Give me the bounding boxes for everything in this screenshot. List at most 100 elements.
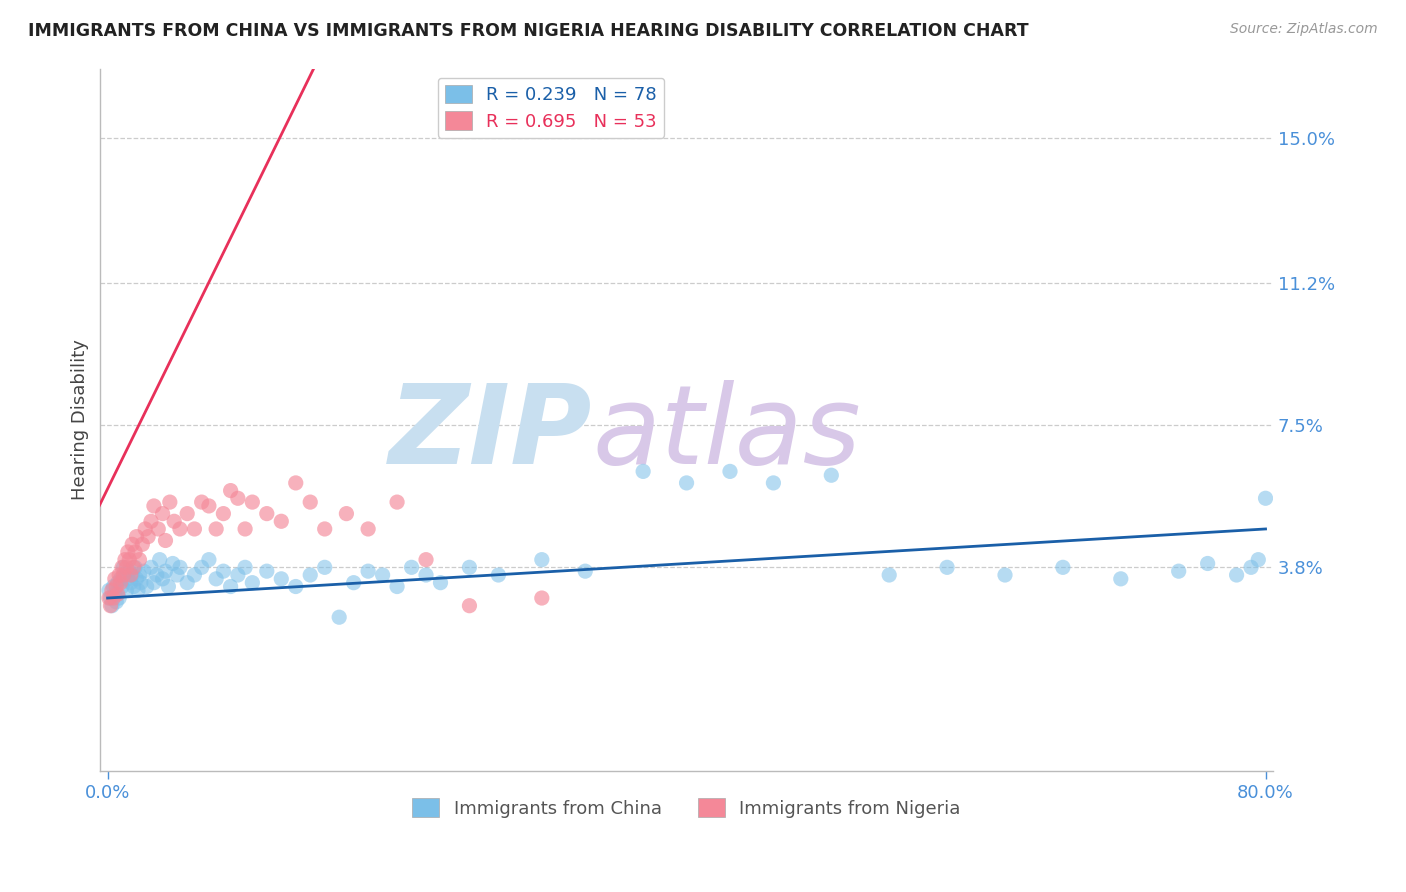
Point — [118, 564, 141, 578]
Point — [127, 583, 149, 598]
Text: ZIP: ZIP — [389, 380, 593, 487]
Point — [183, 568, 205, 582]
Point — [233, 522, 256, 536]
Point — [1254, 491, 1277, 506]
Point — [212, 564, 235, 578]
Point — [108, 568, 131, 582]
Point — [205, 572, 228, 586]
Point — [270, 572, 292, 586]
Point — [183, 522, 205, 536]
Point — [121, 537, 143, 551]
Point — [139, 514, 162, 528]
Point — [132, 564, 155, 578]
Point — [117, 572, 139, 586]
Point — [314, 560, 336, 574]
Point — [385, 580, 408, 594]
Point — [169, 560, 191, 574]
Point — [226, 568, 249, 582]
Point — [117, 545, 139, 559]
Point — [101, 583, 124, 598]
Point — [155, 564, 177, 578]
Point — [176, 507, 198, 521]
Point — [357, 522, 380, 536]
Point — [148, 522, 170, 536]
Point — [233, 560, 256, 574]
Point — [1052, 560, 1074, 574]
Point — [115, 560, 138, 574]
Point — [100, 599, 122, 613]
Point — [718, 464, 741, 478]
Point — [129, 575, 152, 590]
Point — [631, 464, 654, 478]
Point — [357, 564, 380, 578]
Point — [146, 568, 169, 582]
Point — [385, 495, 408, 509]
Point — [166, 568, 188, 582]
Point — [149, 552, 172, 566]
Point — [1109, 572, 1132, 586]
Point — [190, 495, 212, 509]
Point — [1197, 557, 1219, 571]
Point — [169, 522, 191, 536]
Point — [574, 564, 596, 578]
Point — [284, 475, 307, 490]
Point — [240, 495, 263, 509]
Point — [401, 560, 423, 574]
Point — [1226, 568, 1249, 582]
Y-axis label: Hearing Disability: Hearing Disability — [72, 339, 89, 500]
Point — [415, 552, 437, 566]
Point — [136, 530, 159, 544]
Point — [335, 507, 357, 521]
Point — [675, 475, 697, 490]
Point — [530, 552, 553, 566]
Point — [124, 545, 146, 559]
Point — [118, 552, 141, 566]
Point — [122, 560, 145, 574]
Point — [371, 568, 394, 582]
Point — [256, 507, 278, 521]
Point — [157, 580, 180, 594]
Point — [429, 575, 451, 590]
Point — [105, 580, 128, 594]
Point — [107, 575, 129, 590]
Point — [198, 499, 221, 513]
Point — [134, 522, 156, 536]
Point — [142, 499, 165, 513]
Point — [139, 560, 162, 574]
Point — [128, 552, 150, 566]
Point — [219, 483, 242, 498]
Point — [152, 507, 174, 521]
Point — [256, 564, 278, 578]
Point — [762, 475, 785, 490]
Point — [458, 560, 481, 574]
Point — [162, 557, 184, 571]
Point — [103, 580, 125, 594]
Point — [994, 568, 1017, 582]
Point — [120, 575, 142, 590]
Point — [314, 522, 336, 536]
Point — [458, 599, 481, 613]
Point — [936, 560, 959, 574]
Point — [122, 580, 145, 594]
Point — [1167, 564, 1189, 578]
Point — [125, 530, 148, 544]
Point — [415, 568, 437, 582]
Point — [219, 580, 242, 594]
Point — [131, 537, 153, 551]
Point — [212, 507, 235, 521]
Point — [112, 560, 135, 574]
Point — [270, 514, 292, 528]
Point — [205, 522, 228, 536]
Point — [120, 568, 142, 582]
Point — [299, 495, 322, 509]
Point — [121, 568, 143, 582]
Point — [100, 591, 122, 605]
Point — [104, 587, 127, 601]
Point — [1240, 560, 1263, 574]
Legend: Immigrants from China, Immigrants from Nigeria: Immigrants from China, Immigrants from N… — [405, 791, 969, 825]
Point — [159, 495, 181, 509]
Point — [124, 560, 146, 574]
Point — [190, 560, 212, 574]
Point — [111, 580, 134, 594]
Point — [98, 583, 121, 598]
